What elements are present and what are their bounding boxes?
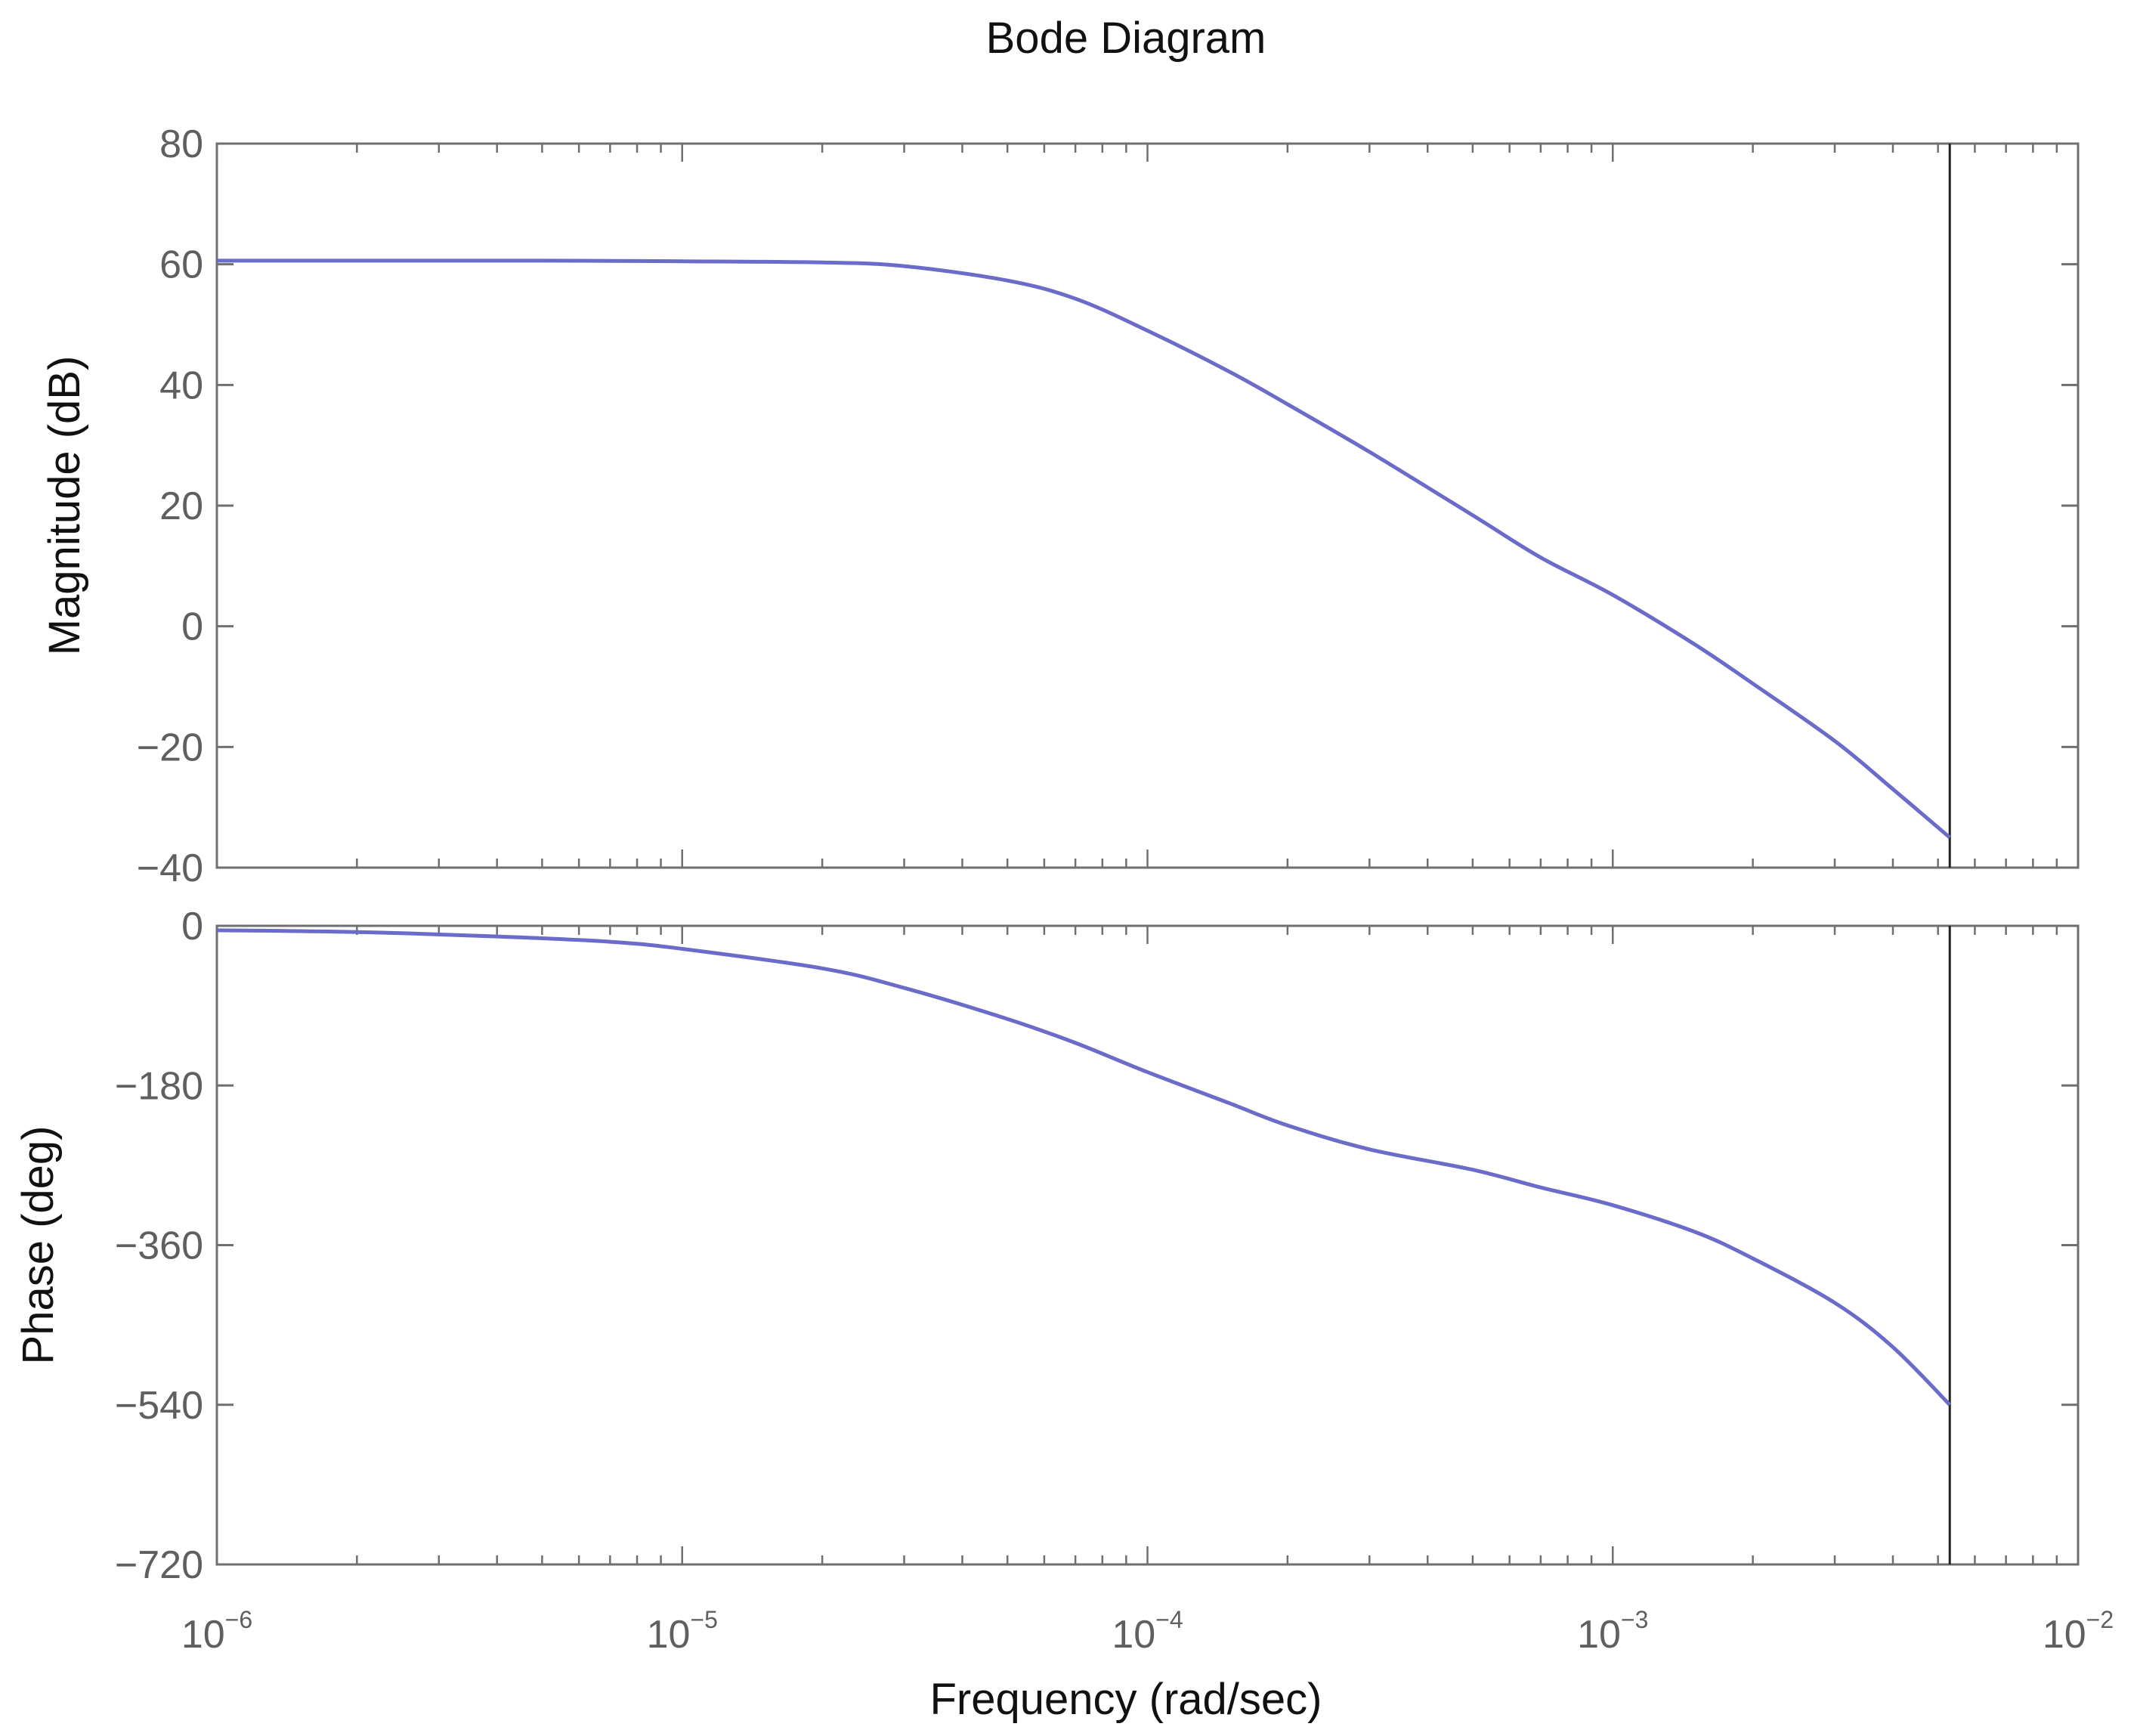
x-tick-label-base: 10 [647, 1613, 691, 1657]
magnitude-y-tick-label: −20 [137, 726, 203, 769]
x-tick-label-base: 10 [1577, 1613, 1621, 1657]
magnitude-y-tick-label: 0 [181, 605, 203, 649]
magnitude-y-tick-label: 60 [159, 243, 203, 287]
phase-panel: 0 −180 −360 −540 −720 Phase (deg) [14, 905, 2080, 1587]
x-tick-label: 10−6 [181, 1606, 252, 1657]
x-tick-label-base: 10 [181, 1613, 225, 1657]
x-tick-label: 10−5 [647, 1606, 718, 1657]
phase-y-tick-label: −180 [115, 1064, 203, 1108]
phase-y-tick-label: 0 [181, 905, 203, 948]
magnitude-axes-box [215, 142, 2080, 869]
magnitude-series-line [217, 258, 1951, 839]
x-tick-label: 10−3 [1577, 1606, 1648, 1657]
x-tick-label-exponent: −3 [1621, 1606, 1648, 1633]
x-tick-label-base: 10 [1112, 1613, 1155, 1657]
magnitude-y-tick-label: 40 [159, 364, 203, 407]
x-tick-label-exponent: −2 [2086, 1606, 2114, 1633]
phase-axes-box [215, 924, 2080, 1566]
x-tick-label-exponent: −6 [225, 1606, 252, 1633]
magnitude-y-tick-label: −40 [137, 846, 203, 890]
chart-title: Bode Diagram [986, 14, 1266, 63]
magnitude-y-axis-label: Magnitude (dB) [40, 356, 89, 656]
phase-y-tick-label: −720 [115, 1543, 203, 1587]
phase-y-axis-label: Phase (deg) [14, 1126, 63, 1365]
phase-series-line [216, 928, 1951, 1406]
phase-y-tick-label: −360 [115, 1224, 203, 1268]
x-tick-label-exponent: −5 [690, 1606, 717, 1633]
magnitude-y-tick-label: 80 [159, 122, 203, 166]
x-axis-label: Frequency (rad/sec) [930, 1675, 1322, 1724]
phase-y-tick-label: −540 [115, 1384, 203, 1428]
x-tick-label-exponent: −4 [1155, 1606, 1183, 1633]
magnitude-panel: 80 60 40 20 0 −20 −40 Magnitude (dB) [40, 122, 2080, 890]
x-tick-labels: 10−6 10−5 10−4 10−3 10−2 [181, 1606, 2114, 1657]
x-tick-label: 10−4 [1112, 1606, 1183, 1657]
magnitude-y-tick-label: 20 [159, 484, 203, 528]
x-tick-label-base: 10 [2043, 1613, 2086, 1657]
x-tick-label: 10−2 [2043, 1606, 2114, 1657]
